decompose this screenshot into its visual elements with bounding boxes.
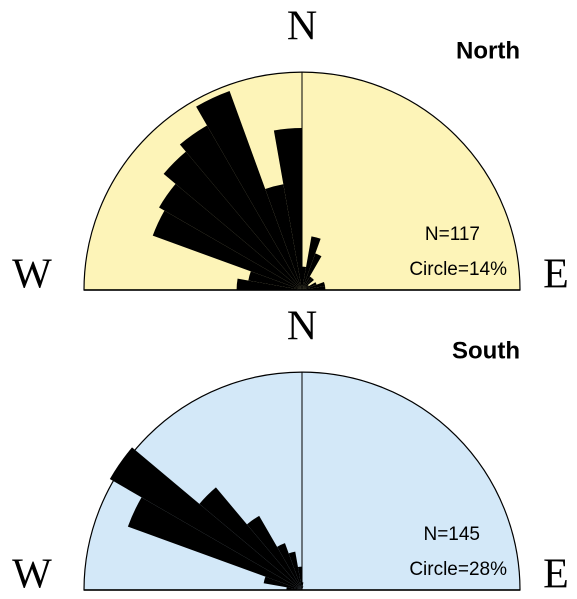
compass-e: E (543, 552, 569, 598)
petal (302, 284, 309, 290)
petal (302, 236, 321, 290)
petal (199, 487, 302, 590)
compass-n: N (287, 304, 317, 350)
petal (179, 125, 302, 290)
petal (109, 447, 303, 590)
circle-label: Circle=14% (409, 259, 507, 280)
petal (246, 515, 302, 590)
chart-title: North (456, 37, 520, 64)
n-label: N=117 (425, 224, 480, 245)
petal (127, 497, 302, 590)
petal (302, 282, 317, 290)
petal (297, 566, 302, 590)
petal (263, 576, 302, 590)
petal (302, 253, 322, 290)
petal (248, 271, 302, 290)
compass-e: E (543, 252, 569, 298)
petal (277, 543, 302, 590)
circle-label: Circle=28% (409, 559, 507, 580)
petal (302, 278, 314, 290)
petal (302, 266, 307, 290)
n-label: N=145 (423, 524, 480, 545)
petal (163, 151, 302, 290)
petal (152, 210, 302, 290)
compass-n: N (287, 4, 317, 50)
petal (196, 90, 302, 290)
petal (302, 276, 313, 290)
compass-w: W (12, 552, 52, 598)
compass-w: W (12, 252, 52, 298)
petal (159, 183, 302, 290)
petal (265, 184, 302, 290)
chart-title: South (452, 337, 520, 364)
petal (302, 285, 326, 290)
petal (273, 128, 302, 290)
petal (302, 282, 326, 290)
petal (236, 278, 302, 290)
petal (288, 551, 302, 590)
